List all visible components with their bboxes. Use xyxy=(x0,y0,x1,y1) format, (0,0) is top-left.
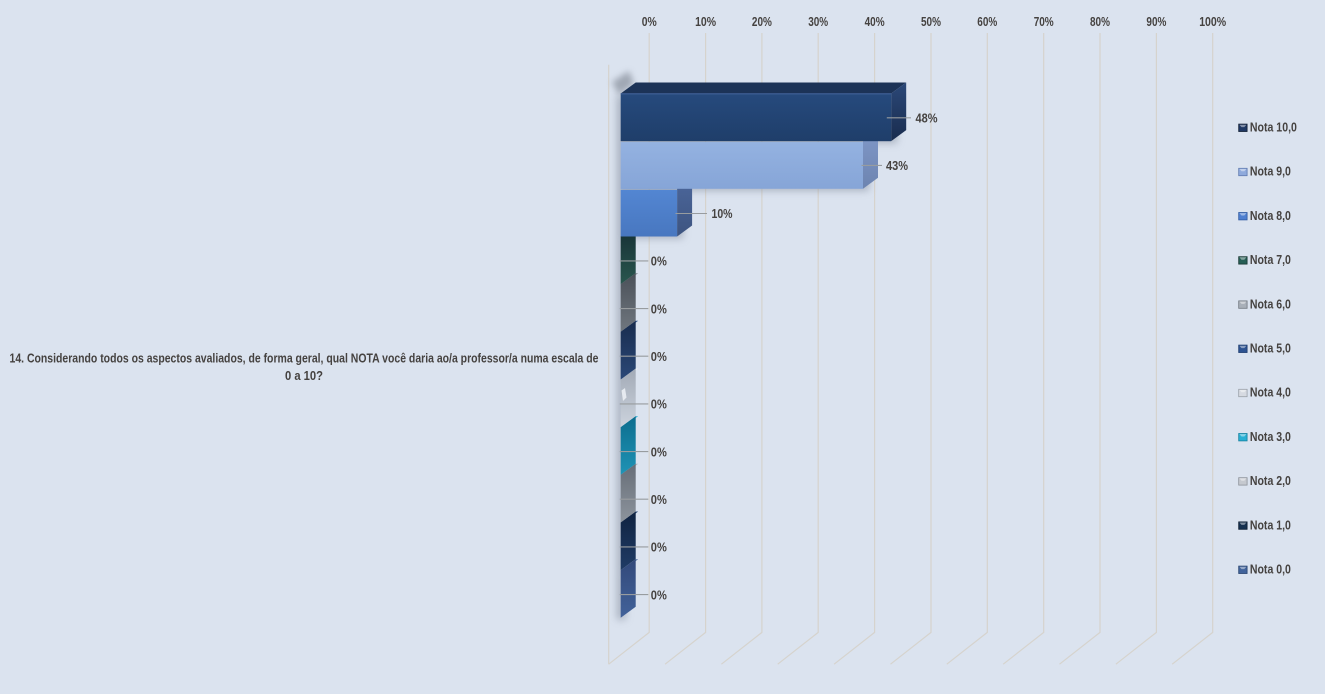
svg-text:Nota 6,0: Nota 6,0 xyxy=(1250,297,1291,311)
svg-text:0%: 0% xyxy=(651,587,667,602)
svg-text:14. Considerando todos os aspe: 14. Considerando todos os aspectos avali… xyxy=(10,352,599,366)
svg-text:50%: 50% xyxy=(921,14,941,29)
svg-text:40%: 40% xyxy=(865,14,885,29)
svg-text:48%: 48% xyxy=(916,111,938,126)
svg-text:10%: 10% xyxy=(712,206,733,221)
svg-text:0%: 0% xyxy=(651,444,667,459)
svg-text:100%: 100% xyxy=(1199,14,1226,29)
svg-text:Nota 10,0: Nota 10,0 xyxy=(1250,121,1297,135)
svg-text:0 a 10?: 0 a 10? xyxy=(285,369,323,383)
svg-text:0%: 0% xyxy=(651,540,667,555)
svg-text:10%: 10% xyxy=(695,14,716,29)
svg-text:0%: 0% xyxy=(651,254,667,269)
svg-text:0%: 0% xyxy=(642,14,657,29)
svg-text:0%: 0% xyxy=(651,397,667,412)
svg-text:20%: 20% xyxy=(752,14,772,29)
svg-text:90%: 90% xyxy=(1146,14,1166,29)
svg-text:80%: 80% xyxy=(1090,14,1110,29)
svg-text:60%: 60% xyxy=(977,14,997,29)
svg-text:Nota 7,0: Nota 7,0 xyxy=(1250,253,1291,267)
svg-text:0%: 0% xyxy=(651,349,667,364)
svg-text:0%: 0% xyxy=(651,301,667,316)
svg-text:Nota 2,0: Nota 2,0 xyxy=(1250,474,1291,488)
svg-text:Nota 9,0: Nota 9,0 xyxy=(1250,165,1291,179)
svg-text:Nota 3,0: Nota 3,0 xyxy=(1250,430,1291,444)
svg-text:Nota 1,0: Nota 1,0 xyxy=(1250,518,1291,532)
svg-text:Nota 0,0: Nota 0,0 xyxy=(1250,563,1291,577)
svg-text:Nota 8,0: Nota 8,0 xyxy=(1250,209,1291,223)
svg-text:30%: 30% xyxy=(808,14,828,29)
svg-text:70%: 70% xyxy=(1034,14,1054,29)
svg-text:Nota 4,0: Nota 4,0 xyxy=(1250,386,1291,400)
svg-text:43%: 43% xyxy=(886,158,908,173)
svg-text:0%: 0% xyxy=(651,492,667,507)
svg-text:Nota 5,0: Nota 5,0 xyxy=(1250,342,1291,356)
